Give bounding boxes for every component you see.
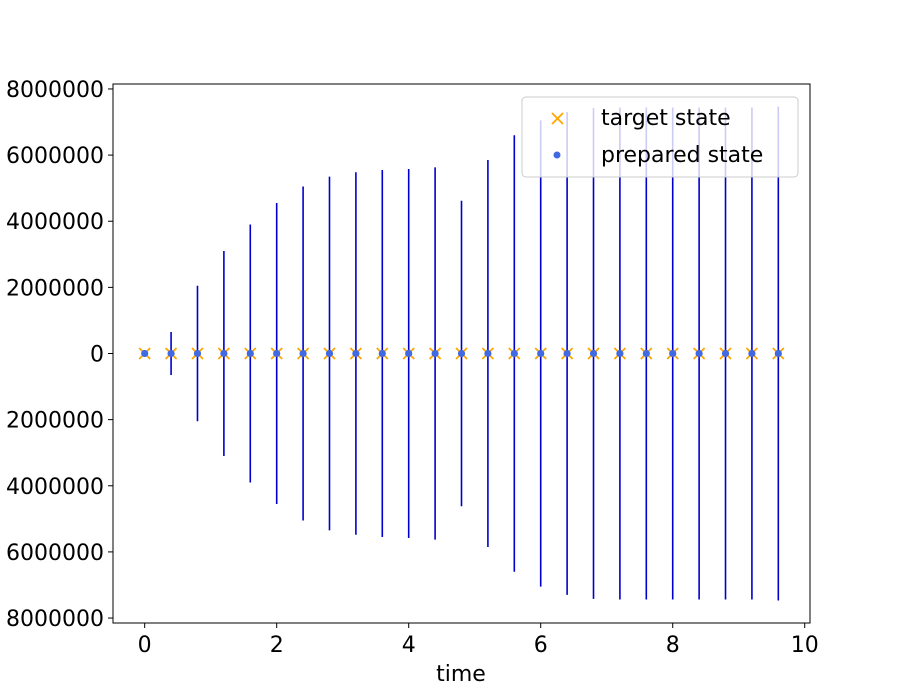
prepared-point (457, 349, 466, 358)
y-tick-label: 2000000 (6, 409, 104, 434)
prepared-point (141, 349, 149, 358)
prepared-point (193, 349, 202, 358)
y-tick-label: 2000000 (6, 276, 104, 301)
prepared-point (220, 349, 228, 358)
prepared-point (642, 349, 650, 358)
legend: target state prepared state (521, 96, 799, 178)
prepared-point (352, 349, 360, 358)
legend-frame (521, 96, 799, 178)
prepared-point (299, 349, 307, 358)
y-tick-label: 0 (90, 343, 104, 368)
prepared-point (537, 349, 545, 358)
prepared-point (325, 349, 334, 358)
prepared-point (616, 349, 624, 358)
x-tick-label: 6 (534, 633, 548, 658)
prepared-point (589, 349, 598, 358)
prepared-point (167, 349, 175, 358)
prepared-point (695, 349, 703, 358)
x-tick-label: 10 (791, 633, 819, 658)
prepared-point (431, 349, 439, 358)
prepared-point (273, 349, 281, 358)
x-tick-label: 8 (666, 633, 680, 658)
y-tick-label: 8000000 (6, 78, 104, 103)
x-axis-ticks: 0 2 4 6 8 10 (138, 623, 819, 658)
prepared-point (484, 349, 492, 358)
y-tick-label: 4000000 (6, 475, 104, 500)
y-tick-label: 6000000 (6, 144, 104, 169)
prepared-point (721, 349, 730, 358)
y-tick-label: 8000000 (6, 607, 104, 632)
prepared-markers (141, 349, 782, 358)
y-tick-label: 6000000 (6, 541, 104, 566)
prepared-point (246, 349, 254, 358)
x-axis-label: time (436, 662, 486, 687)
x-tick-label: 2 (270, 633, 284, 658)
legend-target-marker (551, 112, 564, 125)
y-axis-ticks: 8000000 6000000 4000000 2000000 0 2000000 4000… (6, 78, 113, 632)
prepared-point (669, 349, 677, 358)
legend-prepared-marker (553, 151, 561, 159)
legend-prepared-label: prepared state (601, 143, 763, 168)
x-tick-label: 0 (138, 633, 152, 658)
legend-target-label: target state (601, 106, 731, 131)
prepared-point (748, 349, 756, 358)
prepared-point (378, 349, 386, 358)
prepared-point (405, 349, 413, 358)
prepared-point (774, 349, 782, 358)
prepared-point (510, 349, 518, 358)
prepared-point (563, 349, 571, 358)
x-tick-label: 4 (402, 633, 416, 658)
y-tick-label: 4000000 (6, 210, 104, 235)
